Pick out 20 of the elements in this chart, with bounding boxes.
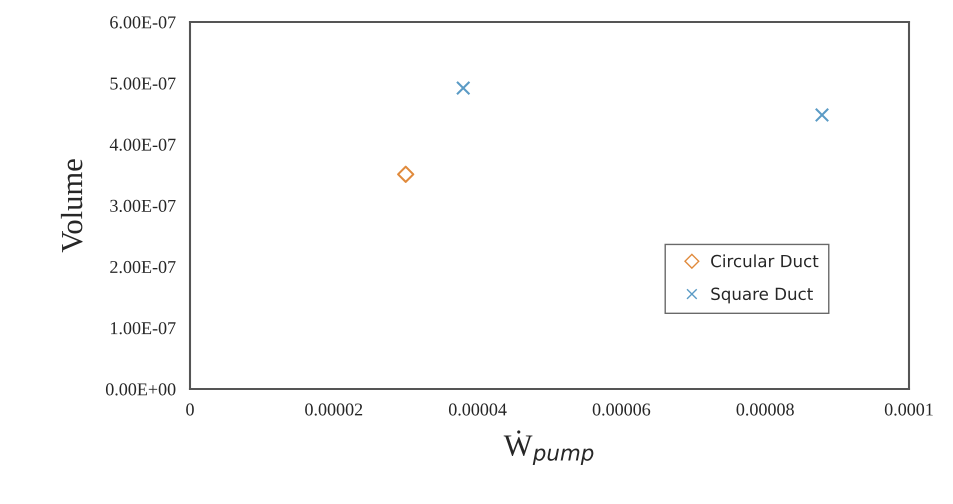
- x-tick-label: 0.0001: [884, 403, 933, 416]
- point: [814, 108, 830, 122]
- x-tick-label: 0.00008: [736, 403, 794, 416]
- y-tick-label: 3.00E-07: [110, 200, 176, 212]
- y-tick-label: 5.00E-07: [110, 77, 176, 90]
- point: [456, 80, 470, 96]
- x-tick-label: 0.00004: [448, 403, 507, 416]
- y-tick-label: 0.00E+00: [106, 383, 176, 396]
- x-tick-label: 0.00006: [592, 403, 650, 416]
- y-tick-label: 1.00E-07: [111, 322, 176, 334]
- x-tick-label: 0: [186, 403, 194, 416]
- y-tick-label: 4.00E-07: [110, 138, 176, 151]
- x-axis-title: Ẇ$_{pump}$: [504, 430, 594, 465]
- y-tick-label: 2.00E-07: [110, 260, 176, 274]
- legend-label: Circular Duct: [711, 254, 818, 268]
- legend-label: Square Duct: [711, 288, 813, 304]
- point: [397, 166, 414, 183]
- y-tick-label: 6.00E-07: [110, 16, 176, 29]
- x-tick-label: 0.00002: [305, 403, 362, 416]
- y-axis-title: Volume: [60, 159, 83, 252]
